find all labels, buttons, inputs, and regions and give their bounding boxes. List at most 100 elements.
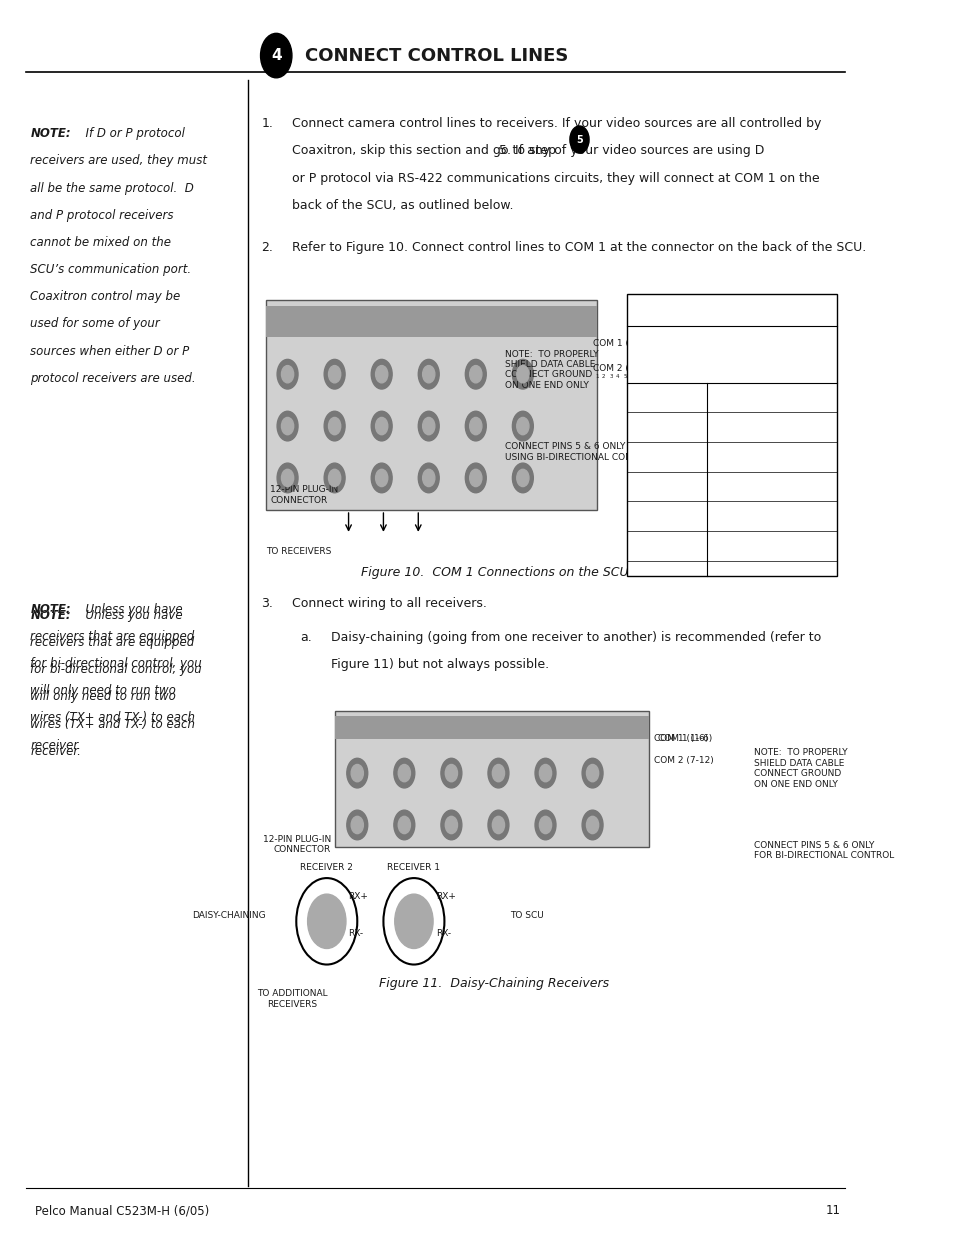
Circle shape [422,469,435,487]
Text: will only need to run two: will only need to run two [30,690,176,704]
Text: 5. If any of your video sources are using D: 5. If any of your video sources are usin… [498,144,763,158]
Circle shape [517,417,528,435]
Text: COM 1 (1-6): COM 1 (1-6) [653,734,707,743]
Text: Daisy-chaining (going from one receiver to another) is recommended (refer to: Daisy-chaining (going from one receiver … [331,631,821,645]
Text: 3.: 3. [261,597,273,610]
Circle shape [260,33,292,78]
Text: 1: 1 [663,393,670,403]
Circle shape [397,764,410,782]
Text: PIN ASSIGNMENTS: PIN ASSIGNMENTS [686,353,776,363]
Text: T–: T– [765,422,777,432]
Circle shape [394,810,415,840]
Circle shape [422,417,435,435]
Circle shape [347,758,367,788]
Text: 6: 6 [663,541,670,551]
Text: receiver.: receiver. [30,745,81,758]
Text: Figure 11.  Daisy-Chaining Receivers: Figure 11. Daisy-Chaining Receivers [379,977,609,990]
Text: GND: GND [760,452,782,462]
Text: receivers that are equipped: receivers that are equipped [30,636,194,650]
Circle shape [422,366,435,383]
Circle shape [324,359,345,389]
Circle shape [328,417,340,435]
Text: 4: 4 [616,374,618,379]
Text: If D or P protocol: If D or P protocol [78,127,185,141]
Circle shape [465,359,486,389]
Circle shape [307,894,346,948]
Circle shape [324,463,345,493]
Text: RX-: RX- [348,929,363,939]
Circle shape [445,764,457,782]
Circle shape [512,411,533,441]
Circle shape [512,463,533,493]
Circle shape [512,359,533,389]
Circle shape [535,758,556,788]
Circle shape [371,359,392,389]
Circle shape [375,469,387,487]
Text: PIN: PIN [657,369,676,379]
FancyBboxPatch shape [266,306,597,337]
Circle shape [417,411,438,441]
Text: sources when either D or P: sources when either D or P [30,345,190,358]
Circle shape [488,810,508,840]
Text: 12-PIN PLUG-IN
CONNECTOR: 12-PIN PLUG-IN CONNECTOR [270,485,338,505]
Text: 5: 5 [663,511,670,521]
Circle shape [281,417,294,435]
Circle shape [586,764,598,782]
Text: CONNECT PINS 5 & 6 ONLY
FOR BI-DIRECTIONAL CONTROL: CONNECT PINS 5 & 6 ONLY FOR BI-DIRECTION… [753,841,893,861]
Text: Connect wiring to all receivers.: Connect wiring to all receivers. [292,597,486,610]
FancyBboxPatch shape [335,711,649,847]
Text: 12: 12 [669,374,677,379]
Circle shape [328,366,340,383]
Text: SCU’s communication port.: SCU’s communication port. [30,263,192,277]
Text: TO ADDITIONAL
RECEIVERS: TO ADDITIONAL RECEIVERS [256,989,327,1009]
Text: COM 1 (1-6): COM 1 (1-6) [699,304,763,314]
Text: 2.: 2. [261,241,273,254]
Text: receivers that are equipped: receivers that are equipped [30,630,194,643]
Text: 3: 3 [608,374,612,379]
Text: 7: 7 [637,374,639,379]
Circle shape [469,469,481,487]
Circle shape [394,758,415,788]
Text: RX-: RX- [436,929,451,939]
Circle shape [569,126,588,153]
Text: 6: 6 [629,374,633,379]
Text: 11: 11 [662,374,669,379]
Circle shape [281,469,294,487]
Text: all be the same protocol.  D: all be the same protocol. D [30,182,194,195]
Text: TO SCU: TO SCU [509,910,543,920]
Text: NC: NC [764,482,778,492]
Text: 5: 5 [622,374,626,379]
Text: R–: R– [765,511,777,521]
Text: NOTE:: NOTE: [30,609,71,622]
Text: 3  (OPTIONAL): 3 (OPTIONAL) [632,452,701,462]
Circle shape [375,417,387,435]
Text: FUNCTION: FUNCTION [742,369,800,379]
Text: NOTE:  TO PROPERLY
SHIELD DATA CABLE
CONNECT GROUND
ON ONE END ONLY: NOTE: TO PROPERLY SHIELD DATA CABLE CONN… [505,350,598,390]
Text: Figure 11) but not always possible.: Figure 11) but not always possible. [331,658,549,672]
Text: receivers are used, they must: receivers are used, they must [30,154,208,168]
Circle shape [375,366,387,383]
Circle shape [324,411,345,441]
Text: COM 2 (7-12): COM 2 (7-12) [653,756,713,766]
Text: COM 2 (7-12): COM 2 (7-12) [592,363,652,373]
FancyBboxPatch shape [256,288,819,547]
Text: 1: 1 [595,374,598,379]
Circle shape [469,417,481,435]
Circle shape [417,359,438,389]
Text: 10: 10 [656,374,662,379]
Circle shape [276,463,297,493]
Circle shape [371,411,392,441]
Circle shape [417,463,438,493]
Text: COM 1 (1-6): COM 1 (1-6) [658,734,712,743]
Circle shape [469,366,481,383]
Text: RX+: RX+ [436,892,456,902]
Circle shape [347,810,367,840]
Text: COM 1 (1-6): COM 1 (1-6) [592,338,646,348]
Text: Coaxitron control may be: Coaxitron control may be [30,290,180,304]
Text: wires (TX+ and TX-) to each: wires (TX+ and TX-) to each [30,711,195,725]
Circle shape [465,463,486,493]
Circle shape [488,758,508,788]
Text: 2: 2 [663,422,670,432]
Text: DAISY-CHAINING: DAISY-CHAINING [192,910,266,920]
FancyBboxPatch shape [335,716,649,739]
